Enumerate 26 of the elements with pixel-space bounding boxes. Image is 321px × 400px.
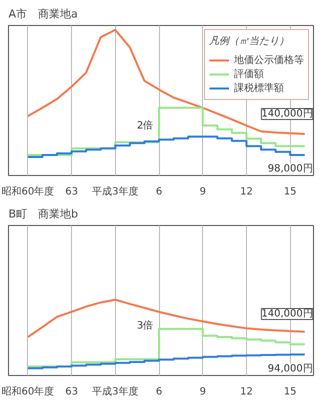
x-tick-label: 15 bbox=[284, 186, 297, 198]
legend-label: 地価公示価格等 bbox=[234, 54, 304, 67]
legend-label: 評価額 bbox=[234, 68, 264, 81]
annotation: 98,000円 bbox=[268, 163, 313, 174]
annotation: 140,000円 bbox=[261, 108, 313, 120]
chart-title: B町 商業地b bbox=[8, 208, 78, 220]
annotation: 140,000円 bbox=[261, 308, 313, 320]
legend-title: 凡例（㎡当たり） bbox=[209, 34, 290, 48]
annotation: 2倍 bbox=[136, 120, 154, 132]
x-tick-label: 9 bbox=[200, 186, 206, 198]
x-tick-label: 63 bbox=[65, 386, 78, 398]
x-tick-label: 12 bbox=[240, 386, 253, 398]
annotation: 94,000円 bbox=[268, 363, 313, 374]
annotation: 3倍 bbox=[136, 320, 154, 332]
x-tick-label: 平成3年度 bbox=[92, 386, 139, 398]
x-tick-label: 15 bbox=[284, 386, 297, 398]
legend-label: 課税標準額 bbox=[234, 82, 284, 95]
x-tick-label: 9 bbox=[200, 386, 206, 398]
x-tick-label: 6 bbox=[156, 186, 162, 198]
chart-title: A市 商業地a bbox=[8, 8, 78, 20]
x-tick-label: 6 bbox=[156, 386, 162, 398]
x-tick-label: 昭和60年度 bbox=[2, 386, 54, 398]
x-tick-label: 63 bbox=[65, 186, 78, 198]
x-tick-label: 平成3年度 bbox=[92, 186, 139, 198]
x-tick-label: 12 bbox=[240, 186, 253, 198]
x-tick-label: 昭和60年度 bbox=[2, 186, 54, 198]
